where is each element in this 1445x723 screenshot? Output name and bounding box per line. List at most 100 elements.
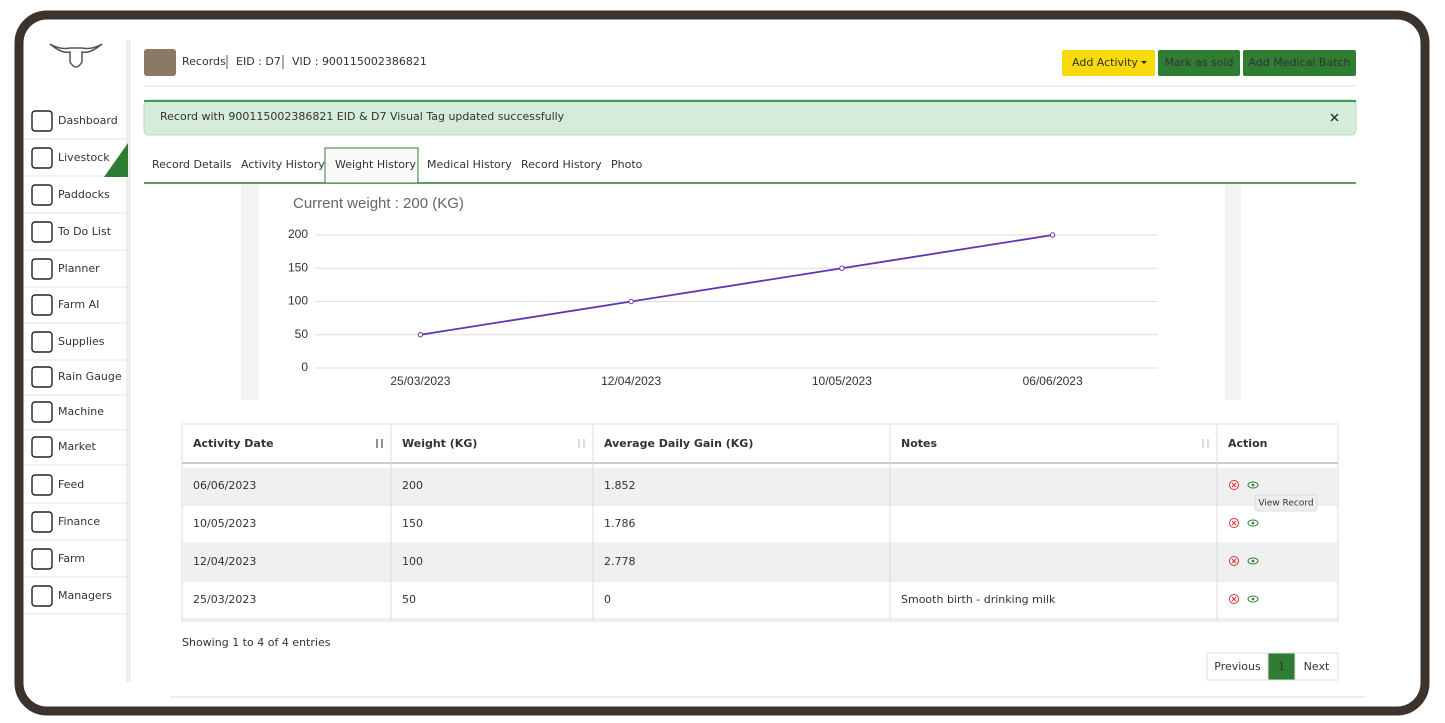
delete-x [1231,520,1237,526]
view-button[interactable] [1247,557,1259,565]
button[interactable]: Add Medical Batch [1243,50,1356,76]
chart-side [1225,184,1241,400]
tab[interactable]: Photo [611,158,643,171]
page-bg [1267,652,1296,681]
point [628,298,634,305]
pupil [1251,597,1255,601]
page-button[interactable]: Next [1294,652,1339,681]
sidebar-icon [31,511,53,533]
cell: 06/06/2023 [193,479,256,492]
sidebar-icon [31,436,53,458]
view-button[interactable] [1247,519,1259,527]
column-header[interactable]: Average Daily Gain (KG) [604,437,753,450]
sidebar-item[interactable]: Market [58,440,96,453]
point [1049,232,1056,238]
sidebar-icon [31,401,53,423]
cell: 25/03/2023 [193,593,256,606]
sort-icon [1202,439,1209,448]
sidebar-item[interactable]: Farm [58,552,85,565]
delete-x [1231,558,1237,564]
cell: 50 [402,593,416,606]
eye [1247,481,1259,489]
y-tick-label: 0 [301,360,308,374]
column-header[interactable]: Notes [901,437,937,450]
delete-icon [1229,594,1239,604]
cell: Smooth birth - drinking milk [901,593,1056,606]
delete-button[interactable] [1229,594,1239,604]
eye [1247,519,1259,527]
button[interactable]: Add Activity [1062,50,1155,76]
page-label: Next [1304,660,1330,673]
cell: 1.852 [604,479,636,492]
sidebar-icon [31,258,53,280]
button-label: Add Activity [1072,56,1138,69]
alert-close[interactable] [1330,113,1339,122]
column-header[interactable]: Activity Date [193,437,274,450]
tab[interactable]: Activity History [241,158,325,171]
sort-icon [376,439,383,448]
sidebar-icon [31,221,53,243]
sidebar-edge [126,40,131,682]
pupil [1251,559,1255,563]
delete-button[interactable] [1229,518,1239,528]
cell: 150 [402,517,423,530]
delete-button[interactable] [1229,480,1239,490]
alert-message: Record with 900115002386821 EID & D7 Vis… [160,110,565,123]
pupil [1251,483,1255,487]
y-tick-label: 150 [288,260,308,274]
button-label: Mark as sold [1164,56,1233,69]
sidebar-icon [31,585,53,607]
page-button[interactable]: Previous [1206,652,1269,681]
cell: 200 [402,479,423,492]
table-info: Showing 1 to 4 of 4 entries [182,636,331,649]
tooltip [1254,494,1318,512]
sidebar-item[interactable]: Rain Gauge [58,370,122,383]
page-button[interactable]: 1 [1267,652,1296,681]
sidebar-item[interactable]: Planner [58,262,100,275]
cell: 0 [604,593,611,606]
sidebar-item[interactable]: Paddocks [58,188,110,201]
tab[interactable]: Record History [521,158,602,171]
sidebar-item[interactable]: Feed [58,478,84,491]
delete-button[interactable] [1229,556,1239,566]
sidebar-item[interactable]: Dashboard [58,114,118,127]
sidebar-icon [31,366,53,388]
view-button[interactable] [1247,481,1259,489]
sidebar-item[interactable]: Finance [58,515,100,528]
delete-icon [1229,518,1239,528]
delete-x [1231,482,1237,488]
cell: 12/04/2023 [193,555,256,568]
tab[interactable]: Record Details [152,158,232,171]
sort-icon [578,439,585,448]
tooltip-text: View Record [1258,499,1313,509]
table-frame [181,423,1339,622]
column-header[interactable]: Weight (KG) [402,437,477,450]
button[interactable]: Mark as sold [1158,50,1240,76]
sidebar-item[interactable]: Machine [58,405,104,418]
sidebar-icon [31,474,53,496]
view-button[interactable] [1247,595,1259,603]
tab[interactable]: Weight History [335,158,416,171]
tab[interactable]: Medical History [427,158,512,171]
page-label: 1 [1278,660,1285,673]
vid: VID : 900115002386821 [292,55,427,68]
button-bg [1243,50,1356,76]
chart: Current weight : 200 (KG) 0 50 100 150 200 25… [288,195,1158,388]
sidebar-item[interactable]: Managers [58,589,112,602]
sidebar-item[interactable]: Supplies [58,335,105,348]
point [839,265,845,271]
x-tick-label: 12/04/2023 [601,374,661,388]
cell: 100 [402,555,423,568]
cell: 1.786 [604,517,636,530]
panel-edge [170,696,1365,698]
sidebar-item[interactable]: To Do List [57,225,112,238]
sidebar-icon [31,331,53,353]
active-marker [104,143,128,177]
row-bg [183,468,1337,505]
sidebar-item[interactable]: Livestock [58,151,110,164]
y-tick-label: 200 [288,227,308,241]
eye [1247,595,1259,603]
caret [1141,61,1147,64]
pupil [1251,521,1255,525]
sidebar-item[interactable]: Farm AI [58,298,99,311]
